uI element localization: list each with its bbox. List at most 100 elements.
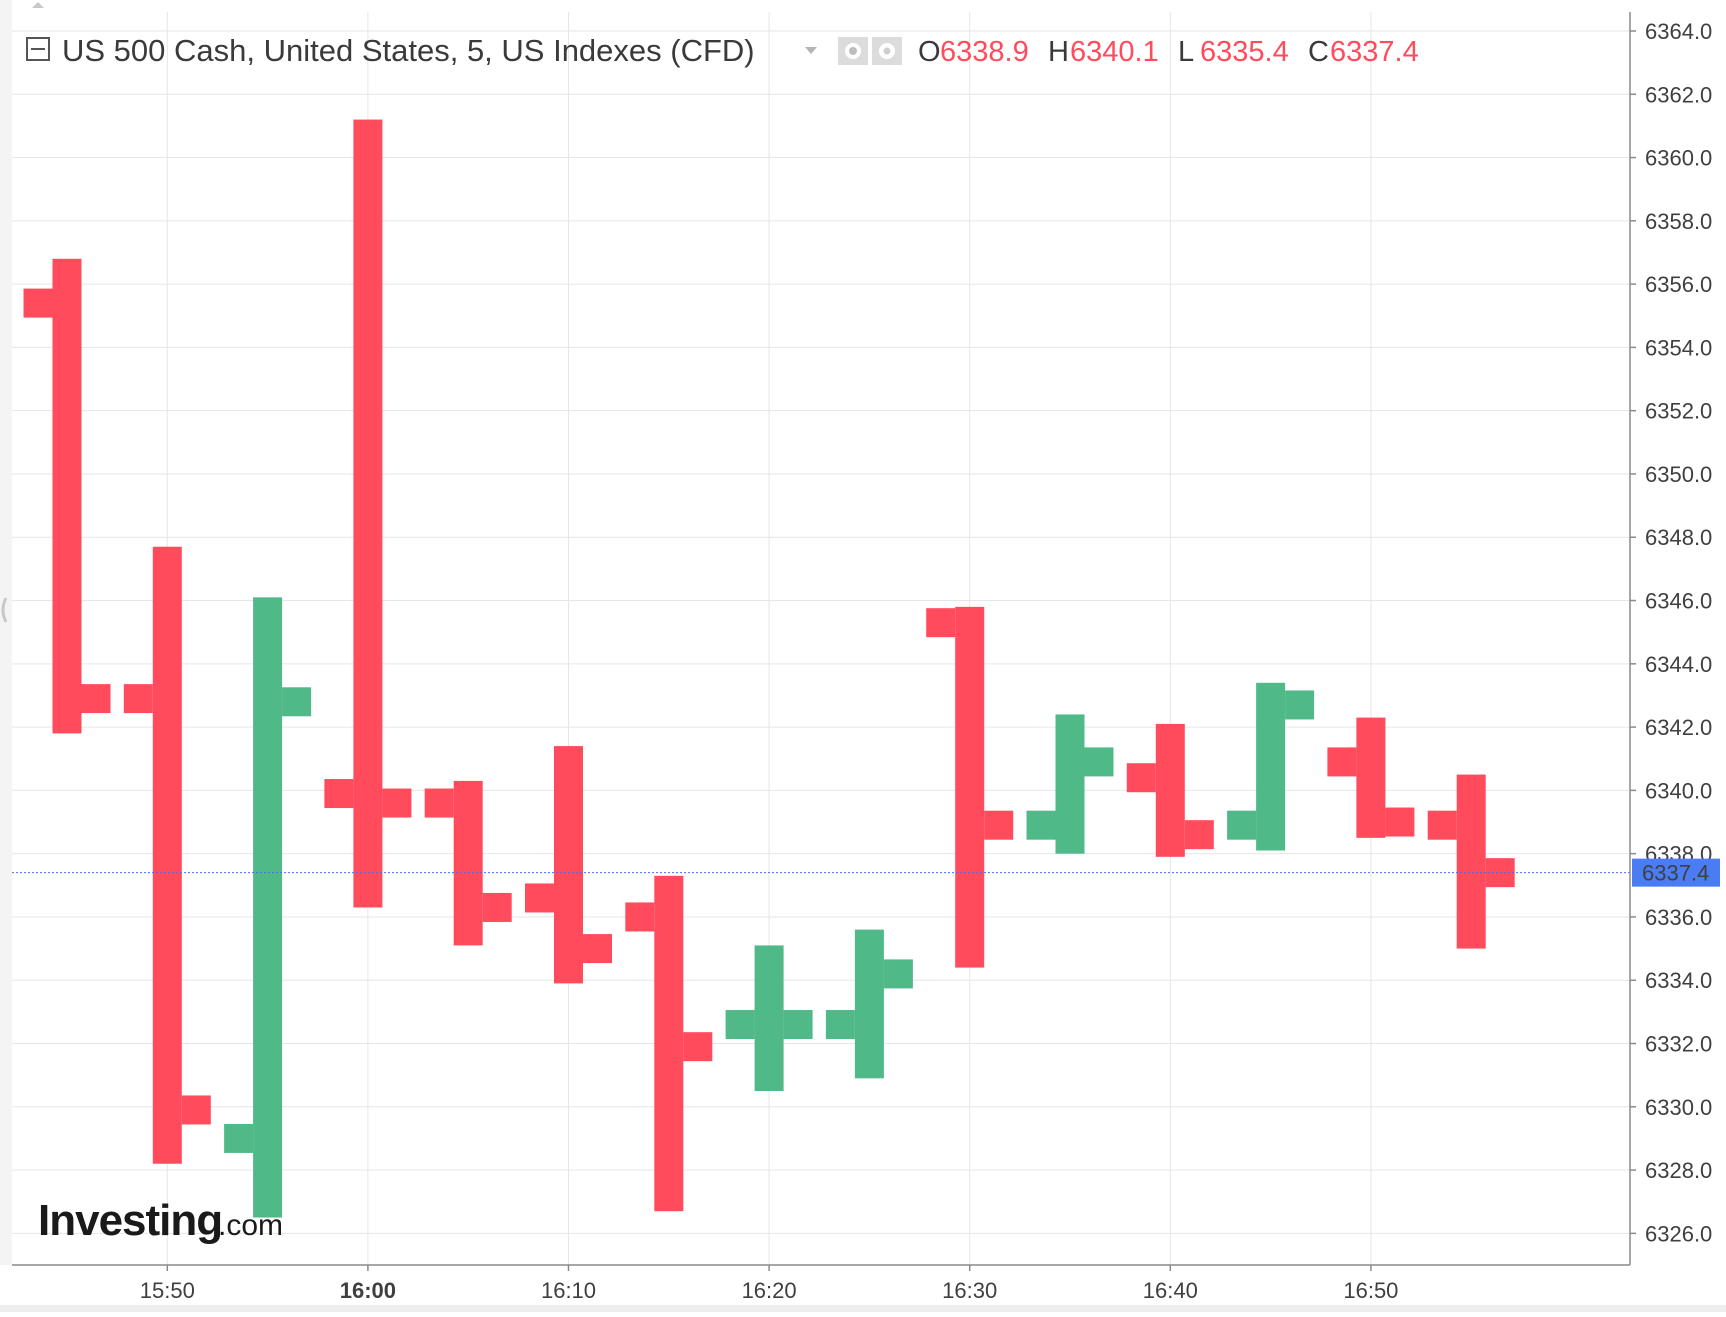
ohlc-bar-range	[453, 780, 483, 946]
ohlc-value-H: 6340.1	[1070, 36, 1159, 68]
price-tick-label: 6336.0	[1645, 905, 1712, 930]
ohlc-bar[interactable]	[1026, 714, 1114, 854]
ohlc-bar-open-tick	[825, 1010, 855, 1040]
ohlc-bar-close-tick	[1385, 807, 1415, 837]
ohlc-bar-open-tick	[1227, 810, 1257, 840]
ohlc-bar-open-tick	[1327, 747, 1357, 777]
collapse-legend-icon[interactable]	[26, 37, 50, 61]
ohlc-bar[interactable]	[926, 606, 1014, 968]
ohlc-bar[interactable]	[123, 546, 211, 1164]
price-tick-label: 6334.0	[1645, 968, 1712, 993]
gear-icon[interactable]	[872, 37, 902, 65]
time-tick-label: 15:50	[140, 1278, 195, 1303]
current-price-label-text: 6337.4	[1642, 861, 1709, 886]
bottom-scrollbar[interactable]	[0, 1305, 1726, 1312]
left-scroll-strip[interactable]	[0, 0, 12, 1265]
ohlc-bar-open-tick	[1126, 763, 1156, 793]
ohlc-bar-range	[1456, 774, 1486, 949]
logo-sub-text: .com	[218, 1209, 283, 1242]
logo-main-text: Investing	[38, 1196, 222, 1245]
price-axis[interactable]: 6364.0 6362.0 6360.0 6358.0 6356.0 6354.0 6352…	[1630, 19, 1712, 1246]
price-tick-label: 6326.0	[1645, 1221, 1712, 1246]
price-tick-label: 6330.0	[1645, 1095, 1712, 1120]
ohlc-bar-range	[854, 929, 884, 1079]
time-tick-label: 16:50	[1343, 1278, 1398, 1303]
current-price-label-bg	[1632, 858, 1720, 887]
bars-layer	[23, 119, 1515, 1218]
ohlc-bar-range	[754, 945, 784, 1091]
ohlc-bar-range	[353, 119, 383, 908]
ohlc-bar-close-tick	[482, 892, 512, 922]
ohlc-bar[interactable]	[825, 929, 913, 1079]
ohlc-bar-close-tick	[583, 934, 612, 964]
price-tick-label: 6332.0	[1645, 1032, 1712, 1057]
ohlc-value-O: 6338.9	[940, 36, 1029, 68]
price-tick-label: 6340.0	[1645, 778, 1712, 803]
ohlc-value-C: 6337.4	[1330, 36, 1419, 68]
ohlc-bar[interactable]	[725, 945, 813, 1091]
ohlc-key-H: H	[1048, 36, 1069, 68]
investing-logo: Investing .com	[38, 1196, 283, 1245]
scroll-up-arrow-icon[interactable]	[32, 2, 44, 8]
ohlc-bar-close-tick	[1184, 820, 1214, 850]
ohlc-bar-open-tick	[525, 883, 554, 913]
ohlc-readout: O 6338.9 H 6340.1 L 6335.4 C 6337.4	[918, 36, 1419, 68]
ohlc-bar-close-tick	[282, 687, 312, 717]
time-axis[interactable]: 15:50 16:00 16:10 16:20 16:30 16:40 16:50	[140, 1265, 1399, 1303]
price-tick-label: 6354.0	[1645, 335, 1712, 360]
eye-icon[interactable]	[838, 37, 868, 65]
time-tick-label: 16:20	[742, 1278, 797, 1303]
ohlc-bar-close-tick	[382, 788, 412, 818]
ohlc-bar[interactable]	[1327, 717, 1415, 838]
ohlc-bar-range	[1155, 723, 1185, 857]
time-tick-label: 16:00	[340, 1278, 396, 1303]
price-tick-label: 6350.0	[1645, 462, 1712, 487]
ohlc-bar-close-tick	[81, 684, 111, 714]
ohlc-bar-close-tick	[783, 1010, 813, 1040]
price-tick-label: 6364.0	[1645, 19, 1712, 44]
ohlc-bar-range	[554, 746, 583, 984]
ohlc-bar[interactable]	[1126, 723, 1214, 857]
ohlc-bar-range	[253, 597, 283, 1218]
ohlc-bar[interactable]	[625, 875, 713, 1212]
ohlc-bar-close-tick	[883, 959, 913, 989]
chevron-down-icon[interactable]	[805, 47, 817, 54]
ohlc-bar-range	[152, 546, 182, 1164]
ohlc-bar[interactable]	[324, 119, 412, 908]
ohlc-bar-open-tick	[23, 288, 53, 318]
ohlc-bar-open-tick	[725, 1010, 755, 1040]
ohlc-bar[interactable]	[224, 597, 312, 1218]
collapse-handle-icon[interactable]	[1, 597, 8, 623]
ohlc-bar-close-tick	[1285, 690, 1315, 720]
price-tick-label: 6344.0	[1645, 652, 1712, 677]
price-tick-label: 6348.0	[1645, 525, 1712, 550]
ohlc-bar-open-tick	[1026, 810, 1056, 840]
ohlc-bar[interactable]	[424, 780, 512, 946]
ohlc-bar-range	[654, 875, 684, 1212]
ohlc-bar-range	[1256, 682, 1286, 851]
price-tick-label: 6356.0	[1645, 272, 1712, 297]
ohlc-bar-close-tick	[984, 810, 1014, 840]
ohlc-bar-open-tick	[123, 684, 153, 714]
ohlc-bar[interactable]	[23, 258, 111, 734]
ohlc-bar-close-tick	[1084, 747, 1114, 777]
ohlc-bar-close-tick	[683, 1032, 713, 1062]
price-tick-label: 6346.0	[1645, 589, 1712, 614]
ohlc-bar-range	[1055, 714, 1085, 854]
current-price-label: 6337.4	[1632, 858, 1720, 887]
price-tick-label: 6328.0	[1645, 1158, 1712, 1183]
ohlc-bar-open-tick	[324, 779, 354, 809]
ohlc-bar-open-tick	[1427, 810, 1457, 840]
time-tick-label: 16:10	[541, 1278, 596, 1303]
ohlc-bar[interactable]	[1227, 682, 1315, 851]
ohlc-key-O: O	[918, 36, 941, 68]
ohlc-bar-close-tick	[181, 1095, 211, 1125]
price-tick-label: 6360.0	[1645, 146, 1712, 171]
price-tick-label: 6342.0	[1645, 715, 1712, 740]
ohlc-bar[interactable]	[525, 746, 612, 984]
price-tick-label: 6352.0	[1645, 399, 1712, 424]
ohlc-value-L: 6335.4	[1200, 36, 1289, 68]
